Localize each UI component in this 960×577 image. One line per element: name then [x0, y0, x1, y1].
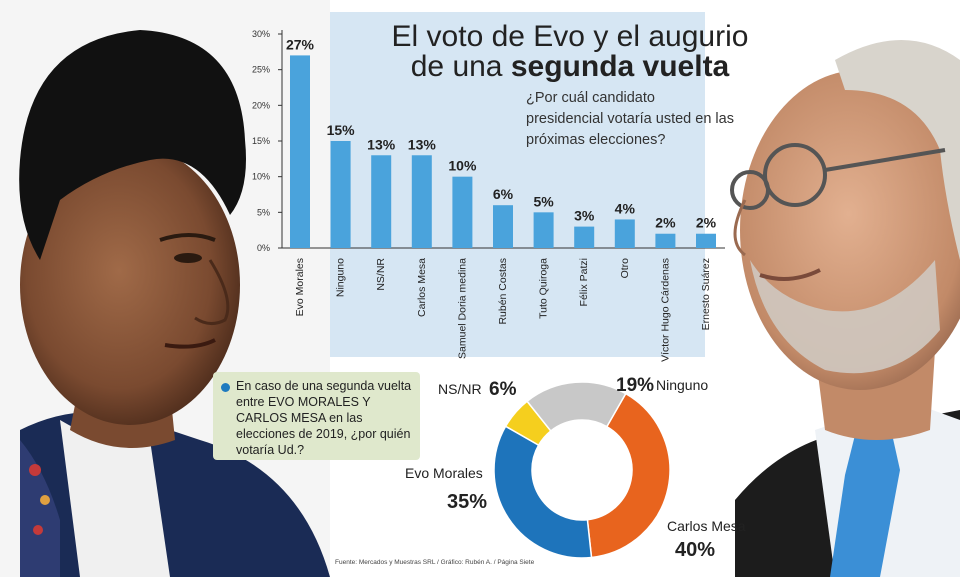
donut-slice-name: Evo Morales — [405, 465, 483, 481]
category-label: Víctor Hugo Cárdenas — [659, 258, 671, 362]
bar-value-label: 6% — [493, 186, 514, 202]
category-label: Ernesto Suárez — [700, 258, 712, 330]
y-tick-label: 30% — [252, 29, 270, 39]
category-label: Samuel Doria medina — [456, 258, 468, 359]
y-tick-label: 15% — [252, 136, 270, 146]
donut-slice-name: Carlos Mesa — [667, 518, 746, 534]
category-label: Carlos Mesa — [416, 258, 428, 317]
donut-inner-ring — [533, 421, 631, 519]
runoff-question-box — [213, 372, 420, 460]
donut-slice-value: 6% — [489, 379, 517, 400]
bar-value-label: 2% — [696, 215, 717, 231]
page-title-line2: de una segunda vuelta — [385, 52, 755, 82]
donut-hole — [542, 430, 622, 510]
bar — [574, 226, 595, 248]
y-tick-label: 20% — [252, 100, 270, 110]
bar-value-label: 13% — [408, 136, 437, 152]
bullet-icon — [221, 383, 230, 392]
category-label: Rubén Costas — [497, 258, 509, 325]
evo-morales-photo — [0, 0, 330, 577]
y-tick-label: 10% — [252, 172, 270, 182]
bar — [696, 233, 716, 248]
donut-slice — [586, 392, 671, 559]
bar-value-label: 2% — [655, 215, 676, 231]
donut-slice-name: NS/NR — [438, 381, 482, 397]
y-tick-label: 0% — [257, 243, 270, 253]
y-tick-label: 25% — [252, 65, 270, 75]
bar-value-label: 4% — [615, 200, 636, 216]
donut-slice — [526, 381, 627, 432]
bar-value-label: 5% — [533, 193, 554, 209]
category-label: Tuto Quiroga — [538, 258, 550, 319]
bar — [655, 233, 676, 248]
bar — [290, 55, 310, 249]
source-credit: Fuente: Mercados y Muestras SRL / Gráfic… — [335, 559, 535, 566]
category-label: NS/NR — [375, 258, 387, 291]
donut-slice-value: 40% — [675, 539, 715, 561]
bar-value-label: 15% — [327, 122, 356, 138]
runoff-question: En caso de una segunda vuelta entre EVO … — [236, 379, 412, 457]
bar-value-label: 27% — [286, 36, 315, 52]
category-label: Otro — [619, 258, 631, 279]
donut-slice-value: 35% — [447, 491, 487, 513]
carlos-mesa-photo — [705, 0, 960, 577]
bar — [493, 205, 513, 248]
bar — [533, 212, 554, 248]
bar — [411, 155, 432, 248]
bar-value-label: 3% — [574, 208, 595, 224]
category-label: Félix Patzi — [578, 258, 590, 306]
survey-question: ¿Por cuál candidato presidencial votaría… — [526, 90, 734, 148]
bar — [371, 155, 392, 248]
category-label: Ninguno — [335, 258, 347, 297]
bar — [452, 176, 473, 248]
y-tick-label: 5% — [257, 207, 270, 217]
category-label: Evo Morales — [294, 258, 306, 316]
bar-value-label: 13% — [367, 136, 396, 152]
bar — [330, 141, 351, 248]
page-title-line1: El voto de Evo y el augurio — [391, 20, 749, 53]
bar — [614, 219, 635, 248]
donut-slice — [493, 425, 593, 559]
bar-value-label: 10% — [448, 158, 477, 174]
title-regular: de una — [410, 50, 503, 83]
donut-slice-name: Ninguno — [656, 377, 708, 393]
title-bold: segunda vuelta — [510, 50, 730, 83]
donut-slice-value: 19% — [616, 375, 654, 396]
